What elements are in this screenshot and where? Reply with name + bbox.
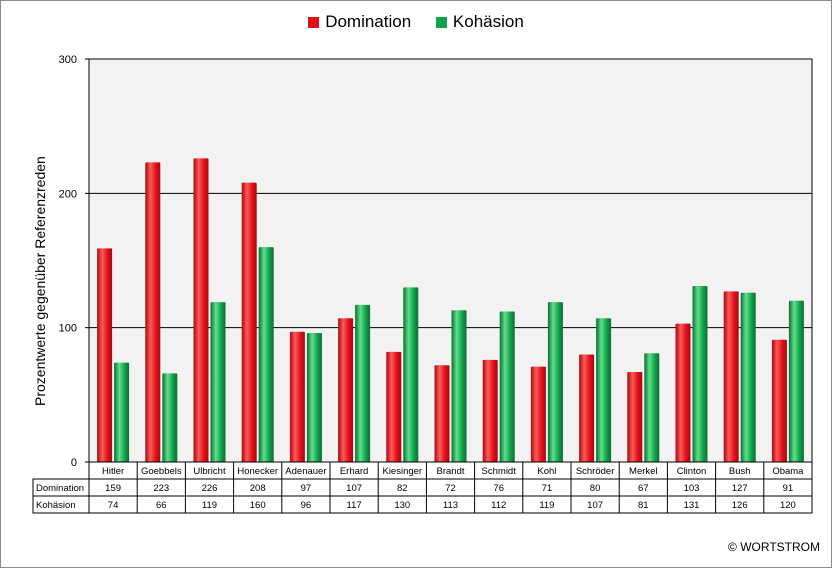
- x-tick-label: Ulbricht: [193, 466, 226, 477]
- data-label: 76: [493, 483, 504, 494]
- x-tick-label: Goebbels: [141, 466, 182, 477]
- data-label: 96: [301, 500, 312, 511]
- legend: Domination Kohäsion: [0, 12, 832, 33]
- x-tick-label: Adenauer: [285, 466, 326, 477]
- data-label: 130: [394, 500, 410, 511]
- y-tick-label: 300: [59, 54, 77, 66]
- data-label: 226: [202, 483, 218, 494]
- bar-kohaesion-7: [451, 310, 467, 462]
- legend-item-domination: Domination: [308, 12, 411, 32]
- x-tick-label: Schröder: [576, 466, 615, 477]
- x-tick-label: Merkel: [629, 466, 658, 477]
- bar-domination-8: [482, 359, 498, 462]
- bar-domination-5: [338, 318, 354, 462]
- bar-kohaesion-8: [499, 311, 515, 462]
- legend-label-domination: Domination: [325, 12, 412, 31]
- x-tick-label: Brandt: [437, 466, 465, 477]
- data-label: 97: [301, 483, 312, 494]
- bar-kohaesion-1: [162, 373, 178, 462]
- x-tick-label: Bush: [729, 466, 751, 477]
- copyright-notice: © WORTSTROM: [728, 540, 820, 554]
- bar-domination-6: [386, 351, 402, 462]
- legend-item-kohaesion: Kohäsion: [435, 12, 524, 32]
- bar-kohaesion-3: [258, 247, 274, 462]
- bar-kohaesion-11: [644, 353, 660, 462]
- data-label: 127: [732, 483, 748, 494]
- data-label: 119: [539, 500, 554, 511]
- data-label: 120: [780, 500, 796, 511]
- x-tick-label: Obama: [772, 466, 804, 477]
- data-label: 223: [153, 483, 169, 494]
- y-tick-label: 0: [71, 457, 77, 469]
- data-label: 71: [542, 483, 553, 494]
- bar-kohaesion-9: [547, 302, 563, 462]
- x-tick-label: Kohl: [537, 466, 556, 477]
- data-label: 107: [587, 500, 603, 511]
- y-tick-label: 200: [59, 188, 77, 200]
- bar-domination-10: [579, 354, 595, 462]
- data-label: 82: [397, 483, 408, 494]
- data-label: 112: [491, 500, 506, 511]
- bar-kohaesion-5: [355, 304, 371, 462]
- table-row-label: Kohäsion: [36, 500, 76, 511]
- bar-domination-4: [289, 331, 305, 462]
- bar-domination-11: [627, 371, 643, 462]
- x-tick-label: Hitler: [102, 466, 124, 477]
- data-label: 67: [638, 483, 649, 494]
- bar-kohaesion-13: [740, 292, 756, 462]
- bar-kohaesion-14: [788, 300, 804, 462]
- x-tick-label: Clinton: [677, 466, 707, 477]
- bar-kohaesion-2: [210, 302, 226, 462]
- data-label: 103: [684, 483, 700, 494]
- bar-domination-0: [97, 248, 113, 462]
- x-tick-label: Honecker: [237, 466, 278, 477]
- data-label: 160: [250, 500, 266, 511]
- y-tick-label: 100: [59, 323, 77, 335]
- data-label: 81: [638, 500, 649, 511]
- data-label: 131: [684, 500, 700, 511]
- bar-domination-12: [675, 323, 691, 462]
- data-label: 74: [108, 500, 119, 511]
- bar-domination-3: [241, 182, 257, 462]
- legend-swatch-kohaesion: [435, 16, 447, 28]
- bar-domination-9: [530, 366, 546, 462]
- x-tick-label: Kiesinger: [382, 466, 422, 477]
- data-label: 72: [445, 483, 456, 494]
- data-label: 113: [443, 500, 458, 511]
- data-label: 91: [783, 483, 794, 494]
- data-label: 107: [346, 483, 362, 494]
- bar-kohaesion-4: [306, 333, 322, 462]
- data-label: 208: [250, 483, 266, 494]
- legend-swatch-domination: [308, 16, 320, 28]
- x-tick-label: Erhard: [340, 466, 369, 477]
- data-label: 126: [732, 500, 748, 511]
- data-label: 119: [202, 500, 217, 511]
- bar-domination-1: [145, 162, 161, 463]
- bar-domination-7: [434, 365, 450, 462]
- legend-label-kohaesion: Kohäsion: [452, 12, 524, 31]
- data-label: 80: [590, 483, 601, 494]
- bar-kohaesion-0: [114, 362, 130, 462]
- x-tick-label: Schmidt: [482, 466, 517, 477]
- data-label: 66: [156, 500, 167, 511]
- bar-kohaesion-6: [403, 287, 419, 462]
- data-label: 117: [347, 500, 362, 511]
- table-row-label: Domination: [36, 483, 84, 494]
- data-label: 159: [105, 483, 121, 494]
- bar-domination-2: [193, 158, 209, 462]
- bar-kohaesion-10: [596, 318, 612, 462]
- bar-domination-14: [771, 339, 787, 462]
- bar-kohaesion-12: [692, 286, 708, 462]
- bar-domination-13: [723, 291, 739, 462]
